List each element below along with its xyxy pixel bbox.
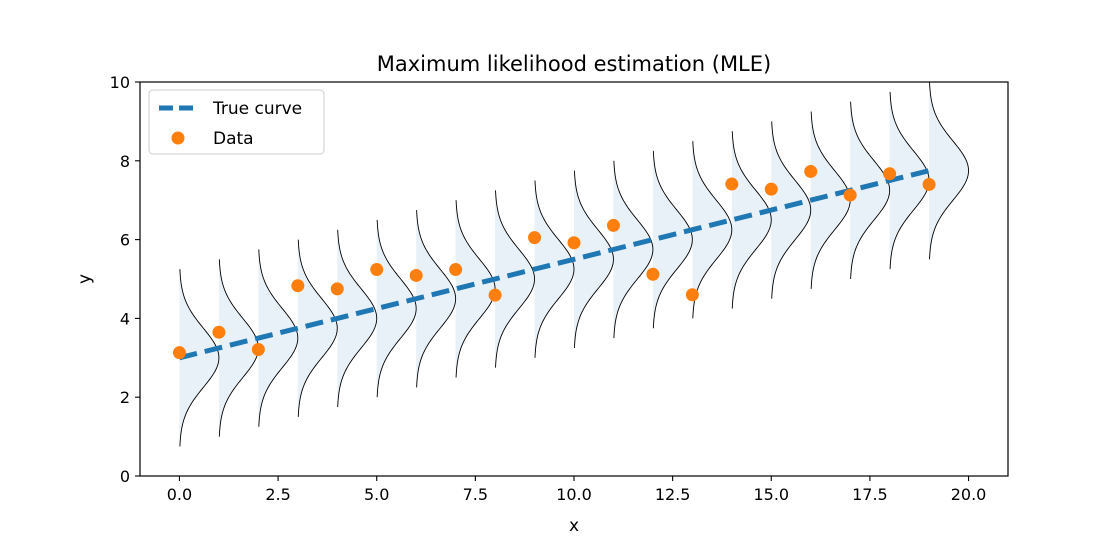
data-point (330, 282, 344, 296)
x-tick-label: 2.5 (265, 485, 290, 504)
distribution-fill (652, 150, 693, 329)
y-axis-label: y (75, 274, 95, 284)
x-tick-label: 15.0 (753, 485, 789, 504)
distribution-curve (297, 239, 338, 417)
chart-title: Maximum likelihood estimation (MLE) (377, 52, 771, 76)
distribution-curve (731, 131, 772, 309)
y-tick-label: 10 (110, 73, 130, 92)
data-point (291, 279, 305, 293)
distribution-fill (337, 229, 377, 408)
distribution-fill (613, 160, 653, 339)
data-point (449, 263, 463, 277)
data-point (764, 182, 778, 196)
data-point (883, 167, 897, 181)
distribution-curve (416, 210, 457, 388)
y-tick-label: 4 (120, 309, 130, 328)
data-points (172, 164, 936, 360)
data-point (488, 288, 502, 302)
distribution-fill (258, 249, 298, 427)
data-point (567, 236, 581, 250)
data-point (251, 343, 265, 357)
data-point (528, 231, 542, 245)
distribution-curve (771, 121, 812, 299)
legend-true-curve-label: True curve (212, 99, 302, 119)
x-axis-ticks: 0.0 2.5 5.0 7.5 10.0 12.5 15.0 17.5 20.0 (167, 476, 987, 504)
distribution-curve (495, 190, 536, 368)
distribution-fill (179, 269, 219, 447)
data-point (843, 188, 857, 202)
y-tick-label: 8 (120, 152, 130, 171)
distribution-fill (771, 121, 811, 299)
distribution-curve (613, 160, 654, 339)
data-point (725, 177, 739, 191)
distribution-fill (929, 82, 969, 260)
x-tick-label: 17.5 (852, 485, 888, 504)
y-tick-label: 0 (120, 467, 130, 486)
distribution-curve (850, 101, 891, 280)
x-axis-label: x (569, 516, 579, 536)
data-point (409, 268, 423, 282)
data-point (212, 325, 226, 339)
x-tick-label: 7.5 (463, 485, 488, 504)
data-point (646, 267, 660, 281)
data-point (804, 164, 818, 178)
y-tick-label: 6 (120, 231, 130, 250)
data-point (172, 346, 186, 360)
distribution-fill (534, 180, 574, 358)
distribution-curve (337, 229, 378, 408)
data-point (606, 218, 620, 232)
distribution-curve (573, 170, 614, 348)
x-tick-label: 0.0 (167, 485, 192, 504)
distribution-fill (297, 239, 338, 417)
y-axis-ticks: 0 2 4 6 8 10 (110, 73, 140, 486)
distribution-fill (889, 91, 930, 270)
distribution-curve (534, 180, 575, 358)
distribution-fill (731, 131, 772, 309)
distribution-curve (376, 219, 417, 398)
distribution-fill (455, 200, 496, 378)
distribution-fill (692, 141, 732, 319)
legend-data-label: Data (213, 129, 254, 149)
distribution-fill (495, 190, 535, 368)
x-tick-label: 20.0 (951, 485, 987, 504)
distribution-fill (574, 170, 614, 348)
distribution-fill (850, 101, 890, 279)
x-tick-label: 5.0 (364, 485, 389, 504)
data-point (685, 288, 699, 302)
x-tick-label: 12.5 (655, 485, 691, 504)
distribution-curve (179, 269, 220, 447)
legend: True curve Data (148, 89, 325, 155)
distribution-fill (810, 111, 851, 289)
distribution-curve (652, 150, 693, 329)
distribution-curves (179, 82, 970, 447)
legend-data-swatch (171, 131, 185, 145)
distribution-curve (929, 82, 970, 260)
distribution-fill (218, 259, 259, 437)
distribution-fill (376, 219, 417, 398)
data-point (922, 177, 936, 191)
y-tick-label: 2 (120, 388, 130, 407)
data-point (370, 263, 384, 277)
distribution-curve (258, 249, 299, 427)
x-tick-label: 10.0 (556, 485, 592, 504)
distribution-fill (416, 210, 456, 388)
distribution-curve (692, 141, 733, 319)
